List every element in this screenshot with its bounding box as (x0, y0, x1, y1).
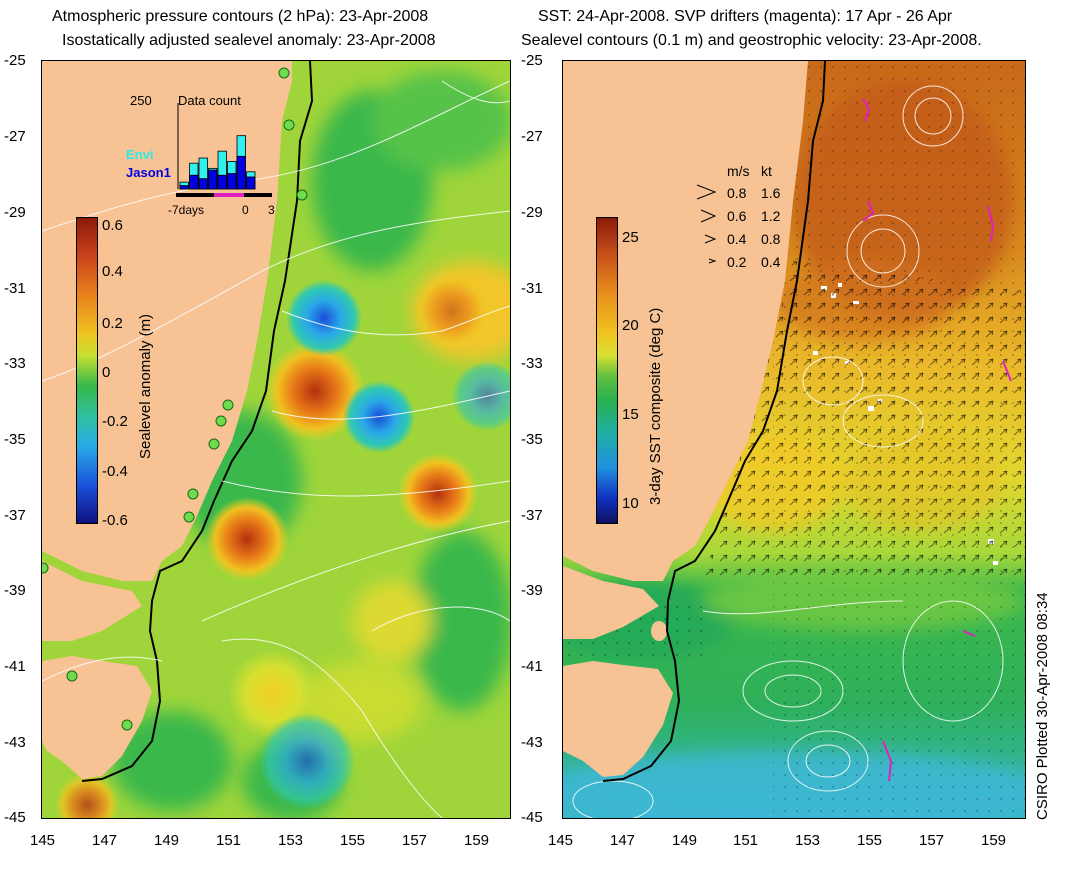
sealevel-tick: -0.2 (102, 413, 128, 430)
lon-label: 157 (919, 832, 945, 849)
sealevel-colorbar (76, 217, 98, 524)
sst-tick: 10 (622, 495, 639, 512)
legend-kt-value: 1.2 (761, 208, 781, 224)
legend-kt-value: 1.6 (761, 185, 781, 201)
legend-kt-value: 0.4 (761, 254, 781, 270)
lat-label: -37 (4, 507, 26, 524)
sealevel-anomaly-map: 250 Data count Envi Jason1 -7days 0 3 0.… (41, 60, 511, 819)
lon-label: 159 (464, 832, 490, 849)
lon-label: 155 (857, 832, 883, 849)
data-count-inset: 250 Data count Envi Jason1 -7days 0 3 (102, 93, 302, 223)
lat-label: -25 (521, 52, 543, 69)
legend-ms-value: 0.8 (727, 185, 747, 201)
legend-kt-value: 0.8 (761, 231, 781, 247)
lon-label: 151 (216, 832, 242, 849)
lat-label: -45 (521, 809, 543, 826)
inset-xlabel-zero: 0 (242, 203, 249, 217)
plotted-timestamp: CSIRO Plotted 30-Apr-2008 08:34 (1034, 592, 1051, 820)
inset-ymax-label: 250 (130, 93, 152, 108)
lat-label: -43 (521, 734, 543, 751)
sealevel-anomaly-map-graphic (42, 61, 510, 818)
lon-label: 149 (154, 832, 180, 849)
inset-bar-jason (208, 169, 218, 190)
lat-label: -33 (4, 355, 26, 372)
lon-label: 159 (981, 832, 1007, 849)
lat-label: -43 (4, 734, 26, 751)
legend-ms-value: 0.2 (727, 254, 747, 270)
sealevel-colorbar-label: Sealevel anomaly (m) (137, 313, 154, 459)
left-title-line1: Atmospheric pressure contours (2 hPa): 2… (52, 8, 429, 25)
lon-label: 147 (92, 832, 118, 849)
velocity-arrow-icons (696, 184, 717, 264)
lat-label: -29 (4, 204, 26, 221)
lon-label: 153 (278, 832, 304, 849)
lon-label: 145 (548, 832, 574, 849)
legend-ms-value: 0.6 (727, 208, 747, 224)
sealevel-tick: -0.4 (102, 463, 128, 480)
legend-header-kt: kt (761, 163, 772, 179)
lat-label: -45 (4, 809, 26, 826)
inset-bar-jason (236, 155, 246, 190)
inset-bar-jason (246, 176, 256, 190)
lat-label: -33 (521, 355, 543, 372)
sst-tick: 25 (622, 229, 639, 246)
lat-label: -35 (4, 431, 26, 448)
lon-label: 151 (733, 832, 759, 849)
lat-label: -39 (521, 582, 543, 599)
sealevel-tick: 0.4 (102, 263, 123, 280)
lon-label: 145 (30, 832, 56, 849)
inset-bar-chart (176, 103, 272, 197)
sealevel-tick: 0.2 (102, 315, 123, 332)
sealevel-tick: 0.6 (102, 217, 123, 234)
sst-colorbar (596, 217, 618, 524)
sst-tick: 20 (622, 317, 639, 334)
inset-bar-jason (227, 173, 237, 190)
lat-label: -39 (4, 582, 26, 599)
lon-label: 157 (402, 832, 428, 849)
sealevel-tick: -0.6 (102, 512, 128, 529)
lon-label: 153 (795, 832, 821, 849)
lat-label: -31 (521, 280, 543, 297)
velocity-legend: m/s kt 0.8 1.6 0.6 1.2 0.4 0.8 0.2 0.4 (693, 161, 803, 281)
lat-label: -37 (521, 507, 543, 524)
right-title-line2: Sealevel contours (0.1 m) and geostrophi… (521, 32, 982, 49)
lat-label: -29 (521, 204, 543, 221)
lat-label: -41 (4, 658, 26, 675)
inset-bar-jason (179, 185, 189, 190)
inset-xlabel-start: -7days (168, 203, 205, 217)
lon-label: 149 (672, 832, 698, 849)
right-title-line1: SST: 24-Apr-2008. SVP drifters (magenta)… (538, 8, 953, 25)
lat-label: -41 (521, 658, 543, 675)
inset-bar-jason (198, 178, 208, 190)
inset-bar-jason (217, 174, 227, 190)
sst-map-graphic (563, 61, 1025, 818)
inset-series-jason: Jason1 (126, 165, 171, 180)
left-title-line2: Isostatically adjusted sealevel anomaly:… (62, 32, 436, 49)
lon-label: 155 (340, 832, 366, 849)
sst-colorbar-label: 3-day SST composite (deg C) (647, 307, 664, 505)
lat-label: -31 (4, 280, 26, 297)
inset-xlabel-end: 3 (268, 203, 275, 217)
sst-map: m/s kt 0.8 1.6 0.6 1.2 0.4 0.8 0.2 0.4 2… (562, 60, 1026, 819)
lon-label: 147 (610, 832, 636, 849)
lat-label: -27 (4, 128, 26, 145)
inset-drifter-window (214, 193, 244, 197)
legend-header-ms: m/s (727, 163, 750, 179)
inset-title: Data count (178, 93, 241, 108)
inset-series-envi: Envi (126, 147, 154, 162)
legend-ms-value: 0.4 (727, 231, 747, 247)
lat-label: -35 (521, 431, 543, 448)
inset-bar-jason (189, 174, 199, 190)
lat-label: -27 (521, 128, 543, 145)
lat-label: -25 (4, 52, 26, 69)
sealevel-tick: 0 (102, 364, 111, 381)
sst-tick: 15 (622, 406, 639, 423)
